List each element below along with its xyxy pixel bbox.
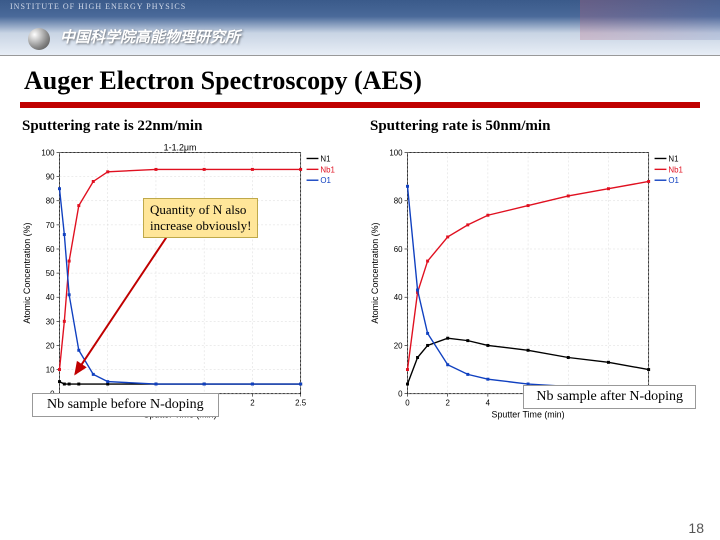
page-number: 18 [688,520,704,536]
svg-text:60: 60 [46,245,55,254]
svg-text:2: 2 [445,399,449,408]
svg-text:60: 60 [394,245,403,254]
svg-text:100: 100 [389,149,403,158]
svg-text:1-1.2μm: 1-1.2μm [164,143,197,153]
left-caption: Nb sample before N-doping [32,393,219,417]
svg-text:40: 40 [394,293,403,302]
svg-text:50: 50 [46,269,55,278]
svg-text:2: 2 [250,399,254,408]
page-title: Auger Electron Spectroscopy (AES) [24,66,696,96]
right-caption: Nb sample after N-doping [523,385,696,409]
main-content: Sputtering rate is 22nm/min 010203040506… [0,108,720,427]
left-subheader: Sputtering rate is 22nm/min [22,118,354,135]
right-subheader: Sputtering rate is 50nm/min [370,118,702,135]
right-panel: Sputtering rate is 50nm/min 020406080100… [366,114,702,427]
callout-box: Quantity of N also increase obviously! [143,198,258,238]
title-area: Auger Electron Spectroscopy (AES) [0,56,720,100]
svg-text:80: 80 [394,197,403,206]
svg-text:4: 4 [486,399,491,408]
svg-text:20: 20 [394,341,403,350]
svg-text:N1: N1 [320,154,330,163]
header-banner: INSTITUTE OF HIGH ENERGY PHYSICS 中国科学院高能… [0,0,720,56]
svg-text:N1: N1 [668,154,678,163]
callout-line1: Quantity of N also [150,202,246,217]
svg-text:0: 0 [398,390,403,399]
svg-text:100: 100 [41,149,55,158]
svg-text:Nb1: Nb1 [320,165,334,174]
institute-chinese: 中国科学院高能物理研究所 [60,26,240,47]
svg-text:70: 70 [46,221,55,230]
logo-icon [28,28,50,50]
svg-text:30: 30 [46,317,55,326]
callout-line2: increase obviously! [150,218,251,233]
svg-text:O1: O1 [320,176,331,185]
right-chart: 020406080100024681012Sputter Time (min)A… [366,137,702,427]
left-panel: Sputtering rate is 22nm/min 010203040506… [18,114,354,427]
svg-text:Sputter Time (min): Sputter Time (min) [492,409,565,419]
banner-decoration [580,0,720,40]
svg-text:2.5: 2.5 [295,399,307,408]
left-chart: 010203040506070809010000.511.522.5Sputte… [18,137,354,427]
svg-text:20: 20 [46,341,55,350]
svg-text:0: 0 [405,399,410,408]
institute-text: INSTITUTE OF HIGH ENERGY PHYSICS [10,2,186,11]
svg-text:Nb1: Nb1 [668,165,682,174]
svg-text:90: 90 [46,173,55,182]
svg-text:80: 80 [46,197,55,206]
svg-text:O1: O1 [668,176,679,185]
svg-text:40: 40 [46,293,55,302]
svg-text:10: 10 [46,366,55,375]
svg-text:Atomic Concentration (%): Atomic Concentration (%) [22,223,32,324]
svg-text:Atomic Concentration (%): Atomic Concentration (%) [370,223,380,324]
